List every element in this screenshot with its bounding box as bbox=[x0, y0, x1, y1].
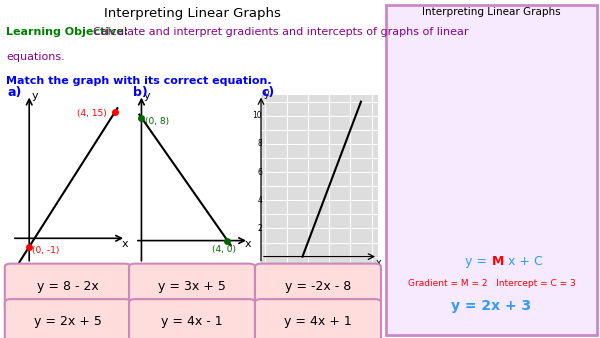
Text: y = 2x + 3: y = 2x + 3 bbox=[451, 299, 532, 313]
Text: 3: 3 bbox=[562, 256, 566, 262]
Text: ΔY: ΔY bbox=[565, 53, 574, 59]
Text: Interpreting Linear Graphs: Interpreting Linear Graphs bbox=[104, 7, 280, 20]
Text: b): b) bbox=[133, 86, 148, 99]
Text: y: y bbox=[475, 14, 479, 22]
Text: x + C: x + C bbox=[508, 255, 543, 268]
Text: (4, 0): (4, 0) bbox=[212, 245, 236, 254]
Text: x: x bbox=[574, 206, 580, 215]
Text: y = 4x + 1: y = 4x + 1 bbox=[284, 315, 352, 329]
Text: 6: 6 bbox=[392, 94, 396, 100]
Text: -1: -1 bbox=[437, 256, 444, 262]
Text: x = 0: x = 0 bbox=[413, 104, 434, 113]
Text: a): a) bbox=[7, 86, 22, 99]
Text: equations.: equations. bbox=[6, 52, 65, 63]
Text: 4: 4 bbox=[257, 196, 262, 205]
Text: x: x bbox=[376, 259, 382, 268]
Text: x: x bbox=[122, 239, 128, 249]
Text: 1: 1 bbox=[392, 183, 396, 189]
Text: y: y bbox=[264, 90, 270, 99]
Text: y = 8 - 2x: y = 8 - 2x bbox=[37, 280, 98, 293]
Text: y = 3: y = 3 bbox=[413, 119, 434, 127]
Text: y = 2x + 5: y = 2x + 5 bbox=[34, 315, 102, 329]
Text: 1: 1 bbox=[500, 256, 505, 262]
Text: Learning Objective:: Learning Objective: bbox=[6, 27, 132, 37]
Text: Interpreting Linear Graphs: Interpreting Linear Graphs bbox=[422, 7, 561, 17]
Text: 7: 7 bbox=[392, 76, 396, 82]
Text: 5: 5 bbox=[392, 112, 396, 118]
Text: ─: ─ bbox=[565, 65, 569, 71]
Text: M: M bbox=[491, 255, 504, 268]
Text: (0, -1): (0, -1) bbox=[32, 246, 59, 256]
Text: c): c) bbox=[261, 86, 274, 99]
Text: 10: 10 bbox=[253, 111, 262, 120]
Text: 2: 2 bbox=[348, 269, 353, 278]
Text: Gradient = M = 2   Intercept = C = 3: Gradient = M = 2 Intercept = C = 3 bbox=[407, 279, 575, 288]
Text: y: y bbox=[144, 91, 151, 101]
Text: y = 4x - 1: y = 4x - 1 bbox=[161, 315, 223, 329]
Text: 9: 9 bbox=[392, 41, 396, 47]
Text: y = 2x + 3: y = 2x + 3 bbox=[496, 54, 537, 64]
Text: 3: 3 bbox=[369, 269, 374, 278]
Text: -1: -1 bbox=[283, 269, 290, 278]
Text: ΔX: ΔX bbox=[565, 74, 575, 80]
Text: Calculate and interpret gradients and intercepts of graphs of linear: Calculate and interpret gradients and in… bbox=[93, 27, 469, 37]
Text: Match the graph with its correct equation.: Match the graph with its correct equatio… bbox=[6, 76, 272, 86]
Text: (0, 8): (0, 8) bbox=[145, 117, 169, 126]
Text: 8: 8 bbox=[392, 58, 396, 65]
Text: 2: 2 bbox=[392, 165, 396, 171]
Text: 10: 10 bbox=[387, 23, 396, 29]
Text: 3: 3 bbox=[392, 147, 396, 153]
Text: 2: 2 bbox=[531, 256, 535, 262]
Text: y = 3x + 5: y = 3x + 5 bbox=[158, 280, 226, 293]
Text: (4, 15): (4, 15) bbox=[77, 109, 106, 118]
Text: y =: y = bbox=[466, 255, 491, 268]
Text: 1: 1 bbox=[326, 269, 331, 278]
Text: 6: 6 bbox=[257, 168, 262, 176]
Text: -2: -2 bbox=[407, 256, 413, 262]
Text: 2: 2 bbox=[257, 224, 262, 233]
Text: 4: 4 bbox=[392, 130, 396, 136]
Text: 0: 0 bbox=[305, 269, 310, 278]
Text: 8: 8 bbox=[257, 140, 262, 148]
Text: y: y bbox=[31, 91, 38, 101]
Text: -2: -2 bbox=[262, 269, 269, 278]
Text: x: x bbox=[245, 239, 251, 249]
Text: y = -2x - 8: y = -2x - 8 bbox=[285, 280, 351, 293]
